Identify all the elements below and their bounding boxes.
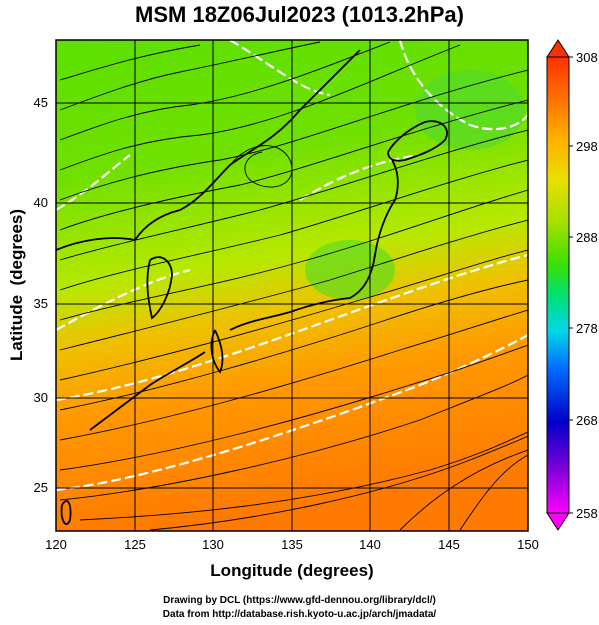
isotherm-line: [229, 40, 331, 97]
streamline: [59, 374, 528, 501]
x-ticks: 120 125 130 135 140 145 150: [45, 537, 539, 552]
x-tick-label: 120: [45, 537, 67, 552]
colorbar-tick-label: 298: [576, 139, 598, 154]
isotherms: [56, 40, 528, 492]
y-tick-label: 35: [34, 296, 48, 311]
streamline: [149, 435, 528, 531]
plot-frame: [55, 39, 529, 532]
colorbar-top-arrow: [546, 39, 570, 58]
x-tick-label: 125: [124, 537, 146, 552]
streamline: [59, 344, 528, 471]
x-tick-label: 135: [281, 537, 303, 552]
colorbar-tick-label: 288: [576, 230, 598, 245]
streamline: [229, 145, 293, 188]
coastline-japan: [229, 159, 399, 331]
y-tick-label: 25: [34, 480, 48, 495]
colorbar-tick-label: 258: [576, 506, 598, 521]
credit-data: Data from http://database.rish.kyoto-u.a…: [162, 609, 437, 620]
x-tick-label: 140: [359, 537, 381, 552]
coastline-taiwan: [60, 500, 72, 525]
coastline-ryukyu: [89, 351, 206, 431]
isotherm-line: [56, 253, 528, 402]
streamline: [59, 189, 528, 321]
streamlines: [59, 41, 528, 531]
isotherm-line: [398, 40, 528, 131]
streamline: [59, 99, 528, 231]
cool-region-japan: [305, 240, 395, 300]
isotherm-line: [299, 153, 421, 201]
y-tick-label: 30: [34, 390, 48, 405]
map-title: MSM 18Z06Jul2023 (1013.2hPa): [135, 2, 464, 27]
y-ticks: 25 30 35 40 45: [34, 95, 48, 495]
x-tick-label: 145: [438, 537, 460, 552]
streamline: [399, 449, 528, 531]
y-axis-label: Latitude (degrees): [7, 209, 26, 361]
colorbar-gradient: [546, 56, 570, 514]
coastline-korea: [146, 256, 173, 320]
streamline: [79, 431, 528, 521]
colorbar-bottom-arrow: [546, 512, 570, 531]
coastline-kyushu: [210, 329, 224, 374]
coastlines: [56, 49, 448, 525]
streamline: [59, 309, 528, 441]
streamline: [59, 44, 201, 81]
colorbar-tick-label: 278: [576, 321, 598, 336]
x-tick-label: 130: [202, 537, 224, 552]
y-tick-label: 45: [34, 95, 48, 110]
y-tick-label: 40: [34, 195, 48, 210]
colorbar-tick-label: 268: [576, 413, 598, 428]
streamline: [459, 454, 528, 531]
streamline: [59, 129, 528, 261]
colorbar-tick-label: 308: [576, 50, 598, 65]
graticule: [56, 40, 528, 531]
colorbar: 308 298 288 278 268 258: [546, 39, 598, 531]
streamline: [59, 69, 528, 201]
x-axis-label: Longitude (degrees): [210, 561, 373, 580]
isotherm-line: [56, 334, 528, 492]
isotherm-line: [56, 268, 191, 331]
streamline: [59, 159, 528, 291]
streamline: [59, 41, 321, 111]
streamline: [59, 41, 391, 141]
coastline-asia: [56, 49, 361, 251]
x-tick-label: 150: [517, 537, 539, 552]
streamline: [59, 44, 461, 171]
streamline: [59, 249, 528, 381]
coastline-hokkaido: [387, 120, 448, 162]
credit-drawing: Drawing by DCL (https://www.gfd-dennou.o…: [163, 595, 436, 606]
cool-region-north: [415, 70, 525, 150]
isotherm-line: [56, 154, 131, 211]
